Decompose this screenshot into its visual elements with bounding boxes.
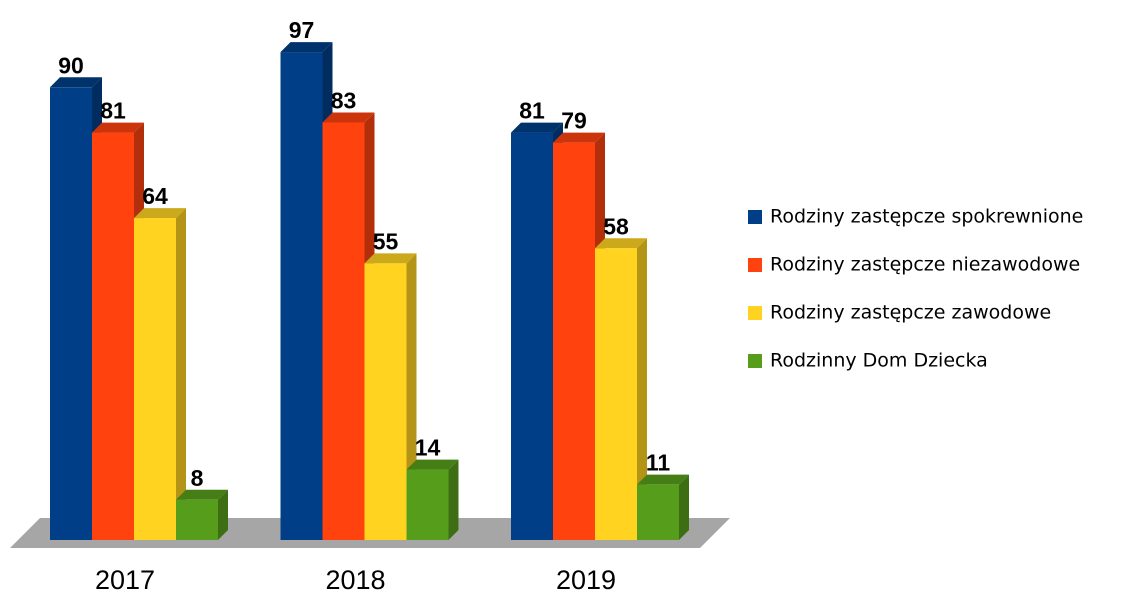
legend-label: Rodziny zastępcze zawodowe — [770, 302, 1051, 324]
data-label: 83 — [331, 88, 357, 114]
data-label: 11 — [646, 450, 671, 476]
legend-swatch — [748, 354, 762, 368]
data-label: 90 — [58, 52, 84, 78]
data-label: 81 — [519, 98, 545, 124]
data-label: 97 — [289, 17, 315, 43]
bar-top — [637, 474, 689, 485]
bar — [176, 499, 218, 540]
legend-label: Rodzinny Dom Dziecka — [770, 350, 988, 372]
bar — [322, 122, 365, 540]
bar — [511, 132, 553, 540]
bar-top — [511, 122, 563, 133]
bar-top — [92, 122, 144, 133]
legend-label: Rodziny zastępcze niezawodowe — [770, 254, 1080, 276]
data-label: 58 — [603, 213, 629, 239]
bar-top — [553, 132, 605, 143]
legend-label: Rodziny zastępcze spokrewnione — [770, 206, 1083, 228]
bar — [92, 132, 134, 540]
bar-top — [406, 459, 459, 470]
bar — [553, 142, 595, 540]
bar-top — [322, 112, 375, 123]
bar-side — [679, 474, 689, 540]
data-label: 64 — [142, 183, 168, 209]
bar — [595, 248, 637, 540]
bar — [134, 218, 176, 540]
x-tick-label: 2019 — [556, 565, 616, 595]
data-label: 8 — [191, 465, 204, 491]
bar-top — [134, 208, 186, 219]
legend-swatch — [748, 306, 762, 320]
x-tick-label: 2018 — [325, 565, 385, 595]
bar — [50, 87, 92, 541]
bar-top — [364, 253, 417, 264]
legend-swatch — [748, 258, 762, 272]
bar-top — [280, 42, 333, 53]
data-label: 79 — [561, 108, 587, 134]
bar-side — [637, 238, 647, 540]
legend-swatch — [748, 210, 762, 224]
bar-top — [595, 238, 647, 249]
bar — [280, 52, 323, 541]
bar — [637, 484, 679, 540]
bar-side — [218, 489, 228, 540]
bar-top — [50, 77, 102, 88]
data-label: 81 — [100, 98, 126, 124]
data-label: 55 — [373, 228, 399, 254]
bar — [406, 469, 449, 540]
data-label: 14 — [415, 435, 441, 461]
bar-side — [448, 459, 459, 540]
bar-side — [176, 208, 186, 540]
bar-top — [176, 489, 228, 500]
x-tick-label: 2017 — [95, 565, 155, 595]
bar — [364, 263, 407, 540]
